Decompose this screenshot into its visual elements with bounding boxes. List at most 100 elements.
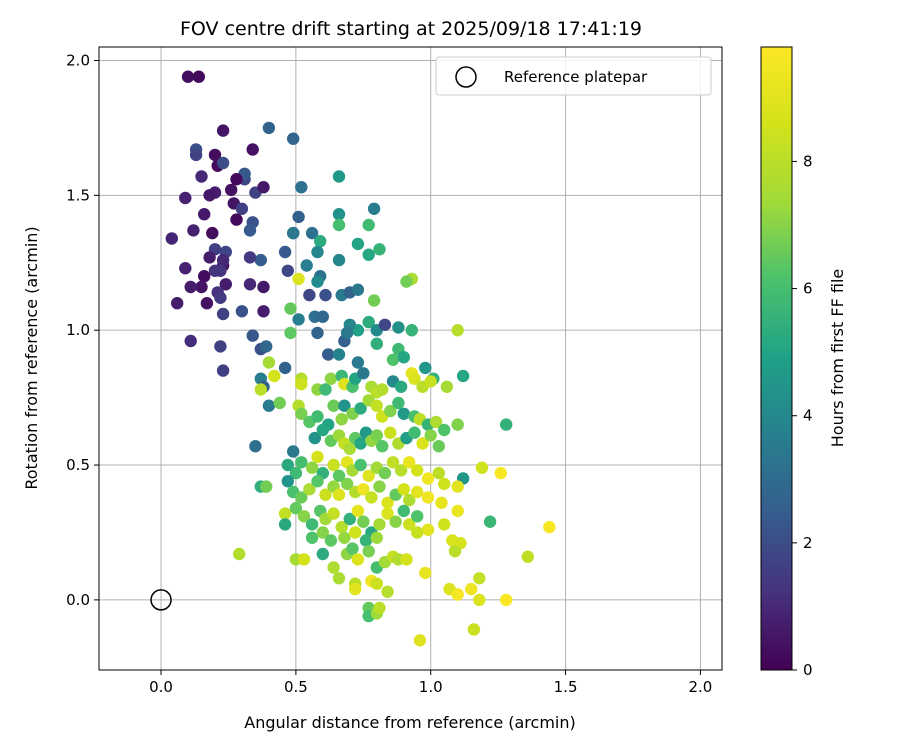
plot-frame	[98, 46, 723, 671]
data-point-225	[381, 496, 394, 509]
data-point-200	[378, 466, 392, 480]
colorbar-label: Hours from first FF file	[828, 269, 847, 448]
data-point-102	[214, 340, 227, 353]
data-point-101	[260, 340, 273, 353]
data-point-230	[421, 491, 435, 504]
data-point-264	[411, 526, 424, 539]
data-point-258	[316, 526, 329, 539]
data-point-98	[405, 324, 418, 337]
data-point-277	[362, 545, 375, 558]
reference-platepar-marker	[150, 589, 172, 611]
data-point-296	[381, 585, 394, 598]
data-point-18	[203, 189, 216, 202]
data-point-257	[305, 531, 319, 544]
data-point-301	[413, 634, 427, 647]
colorbar-tick-label-1: 2	[803, 534, 813, 552]
data-point-32	[165, 232, 178, 245]
data-point-186	[432, 440, 445, 453]
data-point-219	[332, 488, 346, 501]
data-point-48	[216, 253, 230, 267]
data-point-285	[451, 588, 464, 601]
data-point-205	[421, 472, 435, 485]
data-point-253	[421, 523, 435, 536]
data-point-275	[346, 542, 359, 555]
data-point-289	[500, 593, 513, 607]
data-point-123	[319, 383, 332, 396]
data-point-193	[327, 458, 340, 472]
data-point-111	[397, 351, 410, 364]
data-point-138	[424, 375, 437, 388]
data-point-224	[373, 480, 386, 493]
data-point-129	[357, 367, 370, 380]
data-point-269	[543, 520, 556, 534]
data-point-54	[332, 253, 346, 267]
data-point-255	[451, 504, 464, 518]
data-point-14	[230, 173, 243, 186]
data-point-208	[475, 461, 489, 474]
data-point-156	[384, 404, 397, 418]
colorbar: 0 2 4 6 8 Hours from first FF file	[760, 46, 847, 679]
data-point-33	[187, 224, 200, 237]
data-point-20	[295, 181, 308, 194]
data-point-43	[278, 245, 292, 259]
data-point-124	[324, 372, 338, 385]
data-point-0	[181, 70, 195, 83]
legend-box	[435, 56, 712, 96]
data-point-12	[216, 156, 230, 170]
data-point-185	[424, 429, 437, 442]
data-point-28	[292, 210, 305, 224]
legend-label-reference-platepar: Reference platepar	[504, 68, 648, 86]
data-point-249	[389, 515, 402, 528]
data-point-158	[397, 407, 410, 420]
data-point-167	[287, 445, 300, 458]
data-point-78	[292, 313, 305, 326]
data-point-227	[397, 483, 410, 496]
data-point-149	[335, 413, 348, 426]
data-point-52	[281, 264, 294, 277]
data-point-92	[340, 326, 354, 340]
data-point-114	[451, 324, 464, 337]
data-point-229	[411, 485, 424, 499]
data-point-49	[254, 253, 267, 267]
data-point-141	[262, 399, 276, 412]
data-point-254	[435, 496, 448, 509]
data-point-247	[373, 518, 386, 531]
data-point-233	[233, 547, 246, 561]
data-point-21	[179, 191, 192, 205]
reference-marker-group	[150, 589, 172, 611]
data-point-175	[354, 437, 367, 450]
x-tick-label-1: 0.5	[284, 678, 308, 696]
data-point-154	[370, 399, 383, 412]
data-point-93	[322, 348, 335, 361]
data-point-237	[297, 510, 311, 523]
data-point-198	[362, 469, 375, 482]
data-point-95	[284, 326, 297, 340]
data-point-24	[235, 202, 249, 215]
data-point-163	[438, 423, 451, 437]
data-point-242	[335, 520, 348, 534]
data-point-293	[349, 582, 362, 596]
data-point-232	[451, 480, 464, 493]
colorbar-ticks: 0 2 4 6 8	[792, 152, 813, 679]
data-point-40	[362, 218, 375, 232]
data-point-238	[305, 518, 319, 531]
x-tick-label-0: 0.0	[149, 678, 173, 696]
data-point-179	[376, 440, 389, 453]
chart-title: FOV centre drift starting at 2025/09/18 …	[180, 18, 642, 40]
y-axis-ticks: 0.0 0.5 1.0 1.5 2.0	[66, 51, 99, 609]
data-point-190	[305, 461, 319, 474]
data-point-214	[295, 491, 308, 504]
data-point-96	[378, 318, 392, 331]
data-point-150	[338, 399, 351, 412]
scatter-points	[165, 70, 556, 647]
data-point-286	[465, 582, 478, 596]
data-point-295	[370, 577, 383, 590]
data-point-36	[243, 224, 257, 237]
data-point-103	[184, 334, 197, 348]
data-point-22	[198, 208, 211, 221]
legend-reference-marker	[455, 66, 477, 88]
data-point-248	[381, 507, 394, 520]
data-point-140	[456, 369, 470, 383]
data-point-25	[230, 213, 243, 226]
data-point-132	[376, 383, 389, 396]
